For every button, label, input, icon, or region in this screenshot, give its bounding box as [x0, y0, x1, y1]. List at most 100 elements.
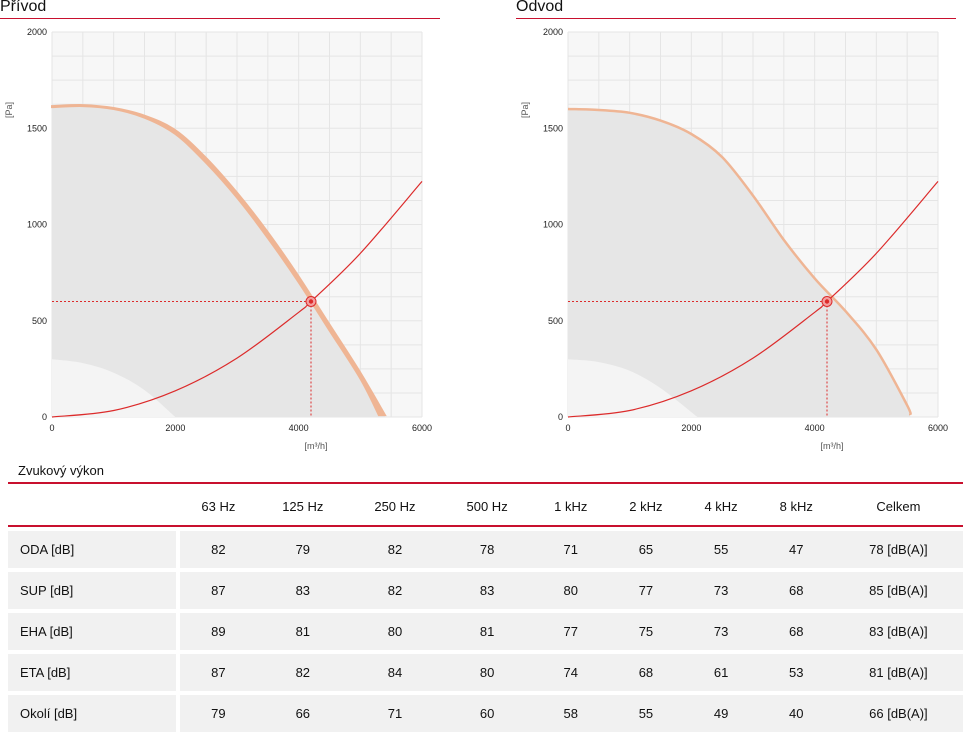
- table-cell: 71: [533, 527, 609, 568]
- header-cell: 250 Hz: [348, 487, 442, 527]
- row-label: EHA [dB]: [8, 609, 180, 650]
- operating-point-dot: [824, 299, 830, 304]
- table-row: SUP [dB] 87 83 82 83 80 77 73 68 85 [dB(…: [8, 568, 963, 609]
- y-tick-label: 1000: [27, 220, 47, 230]
- y-tick-label: 1000: [543, 220, 563, 230]
- table-row: ODA [dB] 82 79 82 78 71 65 55 47 78 [dB(…: [8, 527, 963, 568]
- table-cell: 66: [256, 691, 349, 732]
- y-tick-label: 1500: [27, 123, 47, 133]
- x-axis-label: [m³/h]: [820, 441, 843, 451]
- table-cell: 71: [348, 691, 442, 732]
- sound-power-table: 63 Hz 125 Hz 250 Hz 500 Hz 1 kHz 2 kHz 4…: [8, 487, 963, 732]
- x-tick-label: 0: [49, 423, 54, 433]
- y-tick-label: 500: [32, 316, 47, 326]
- table-cell: 49: [683, 691, 759, 732]
- table-cell: 53: [758, 650, 834, 691]
- header-cell: Celkem: [833, 487, 963, 527]
- table-cell: 82: [256, 650, 349, 691]
- y-tick-label: 0: [42, 412, 47, 422]
- header-cell: 63 Hz: [180, 487, 257, 527]
- table-header-row: 63 Hz 125 Hz 250 Hz 500 Hz 1 kHz 2 kHz 4…: [8, 487, 963, 527]
- x-tick-label: 0: [565, 423, 570, 433]
- row-label: SUP [dB]: [8, 568, 180, 609]
- y-tick-label: 0: [558, 412, 563, 422]
- supply-chart-title: Přívod: [0, 0, 47, 15]
- header-cell: 2 kHz: [608, 487, 684, 527]
- header-cell: 8 kHz: [758, 487, 834, 527]
- table-cell: 79: [256, 527, 349, 568]
- table-cell: 77: [533, 609, 609, 650]
- y-axis-label: [Pa]: [520, 102, 530, 118]
- table-cell: 74: [533, 650, 609, 691]
- x-tick-label: 4000: [805, 423, 825, 433]
- exhaust-title-divider: [516, 18, 956, 19]
- table-cell: 79: [180, 691, 257, 732]
- table-cell: 89: [180, 609, 257, 650]
- operating-point-dot: [308, 299, 314, 304]
- row-label: Okolí [dB]: [8, 691, 180, 732]
- table-cell: 78 [dB(A)]: [833, 527, 963, 568]
- fan-curve: [567, 107, 912, 416]
- table-cell: 73: [683, 609, 759, 650]
- header-cell: 125 Hz: [256, 487, 349, 527]
- minimum-region: [568, 359, 698, 417]
- y-axis-label: [Pa]: [4, 102, 14, 118]
- x-tick-label: 4000: [289, 423, 309, 433]
- table-row: EHA [dB] 89 81 80 81 77 75 73 68 83 [dB(…: [8, 609, 963, 650]
- x-tick-label: 2000: [165, 423, 185, 433]
- table-cell: 61: [683, 650, 759, 691]
- table-cell: 40: [758, 691, 834, 732]
- table-cell: 77: [608, 568, 684, 609]
- table-cell: 81: [441, 609, 534, 650]
- table-cell: 65: [608, 527, 684, 568]
- table-cell: 58: [533, 691, 609, 732]
- header-cell: 4 kHz: [683, 487, 759, 527]
- table-cell: 83: [441, 568, 534, 609]
- header-empty-cell: [8, 487, 180, 527]
- table-cell: 87: [180, 568, 257, 609]
- y-tick-label: 2000: [27, 27, 47, 37]
- y-tick-label: 500: [548, 316, 563, 326]
- table-cell: 82: [348, 568, 442, 609]
- table-cell: 55: [608, 691, 684, 732]
- supply-title-divider: [0, 18, 440, 19]
- row-label: ODA [dB]: [8, 527, 180, 568]
- table-cell: 82: [180, 527, 257, 568]
- table-cell: 85 [dB(A)]: [833, 568, 963, 609]
- table-row: ETA [dB] 87 82 84 80 74 68 61 53 81 [dB(…: [8, 650, 963, 691]
- table-cell: 75: [608, 609, 684, 650]
- table-cell: 60: [441, 691, 534, 732]
- table-cell: 47: [758, 527, 834, 568]
- table-cell: 80: [441, 650, 534, 691]
- table-cell: 81 [dB(A)]: [833, 650, 963, 691]
- header-cell: 1 kHz: [533, 487, 609, 527]
- sound-power-title: Zvukový výkon: [18, 463, 104, 478]
- x-axis-label: [m³/h]: [304, 441, 327, 451]
- table-cell: 87: [180, 650, 257, 691]
- system-curve: [567, 181, 939, 418]
- table-cell: 83 [dB(A)]: [833, 609, 963, 650]
- exhaust-chart-panel: Odvod 0 500 1000 1500 2000 0 2000 4000 6000 [Pa] […: [516, 0, 956, 460]
- table-cell: 68: [608, 650, 684, 691]
- sound-power-divider: [8, 482, 963, 484]
- exhaust-chart-title: Odvod: [516, 0, 564, 15]
- operating-area: [52, 105, 385, 417]
- table-cell: 80: [348, 609, 442, 650]
- x-tick-label: 6000: [928, 423, 948, 433]
- table-row: Okolí [dB] 79 66 71 60 58 55 49 40 66 [d…: [8, 691, 963, 732]
- header-cell: 500 Hz: [441, 487, 534, 527]
- system-curve: [51, 181, 423, 418]
- table-cell: 68: [758, 568, 834, 609]
- y-tick-label: 2000: [543, 27, 563, 37]
- table-cell: 73: [683, 568, 759, 609]
- table-cell: 81: [256, 609, 349, 650]
- row-label: ETA [dB]: [8, 650, 180, 691]
- table-cell: 84: [348, 650, 442, 691]
- table-cell: 80: [533, 568, 609, 609]
- supply-fan-chart: 0 500 1000 1500 2000 0 2000 4000 6000 [Pa] [m³/h]: [4, 27, 432, 451]
- table-cell: 78: [441, 527, 534, 568]
- x-tick-label: 6000: [412, 423, 432, 433]
- table-cell: 83: [256, 568, 349, 609]
- x-tick-label: 2000: [681, 423, 701, 433]
- fan-curve-band: [51, 104, 387, 417]
